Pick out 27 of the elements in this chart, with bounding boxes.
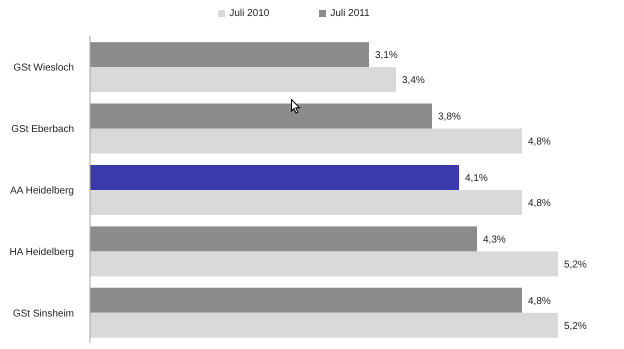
bar [90,288,522,313]
y-tick-label: GSt Wiesloch [13,62,74,74]
y-tick-label: HA Heidelberg [10,246,74,258]
bar [90,226,477,252]
legend-label: Juli 2011 [330,8,370,19]
data-label: 3,1% [375,50,398,62]
bar [90,104,432,129]
data-label: 3,8% [438,112,461,123]
bar [90,128,522,154]
y-tick-label: GSt Eberbach [11,124,74,136]
data-label: 5,2% [564,259,587,270]
data-label: 4,8% [528,198,551,209]
bar [90,164,459,190]
bar [90,251,558,276]
bar [90,67,396,92]
data-label: 3,4% [402,75,425,86]
data-label: 4,8% [528,296,551,307]
legend-label: Juli 2010 [229,8,270,19]
y-tick-label: GSt Sinsheim [12,308,74,320]
data-label: 4,3% [483,234,506,246]
bar [90,312,558,338]
bar [90,190,522,215]
y-tick-label: AA Heidelberg [10,186,74,196]
bar [90,42,369,68]
data-label: 4,8% [528,136,551,148]
data-label: 4,1% [465,172,488,184]
data-label: 5,2% [564,320,587,332]
